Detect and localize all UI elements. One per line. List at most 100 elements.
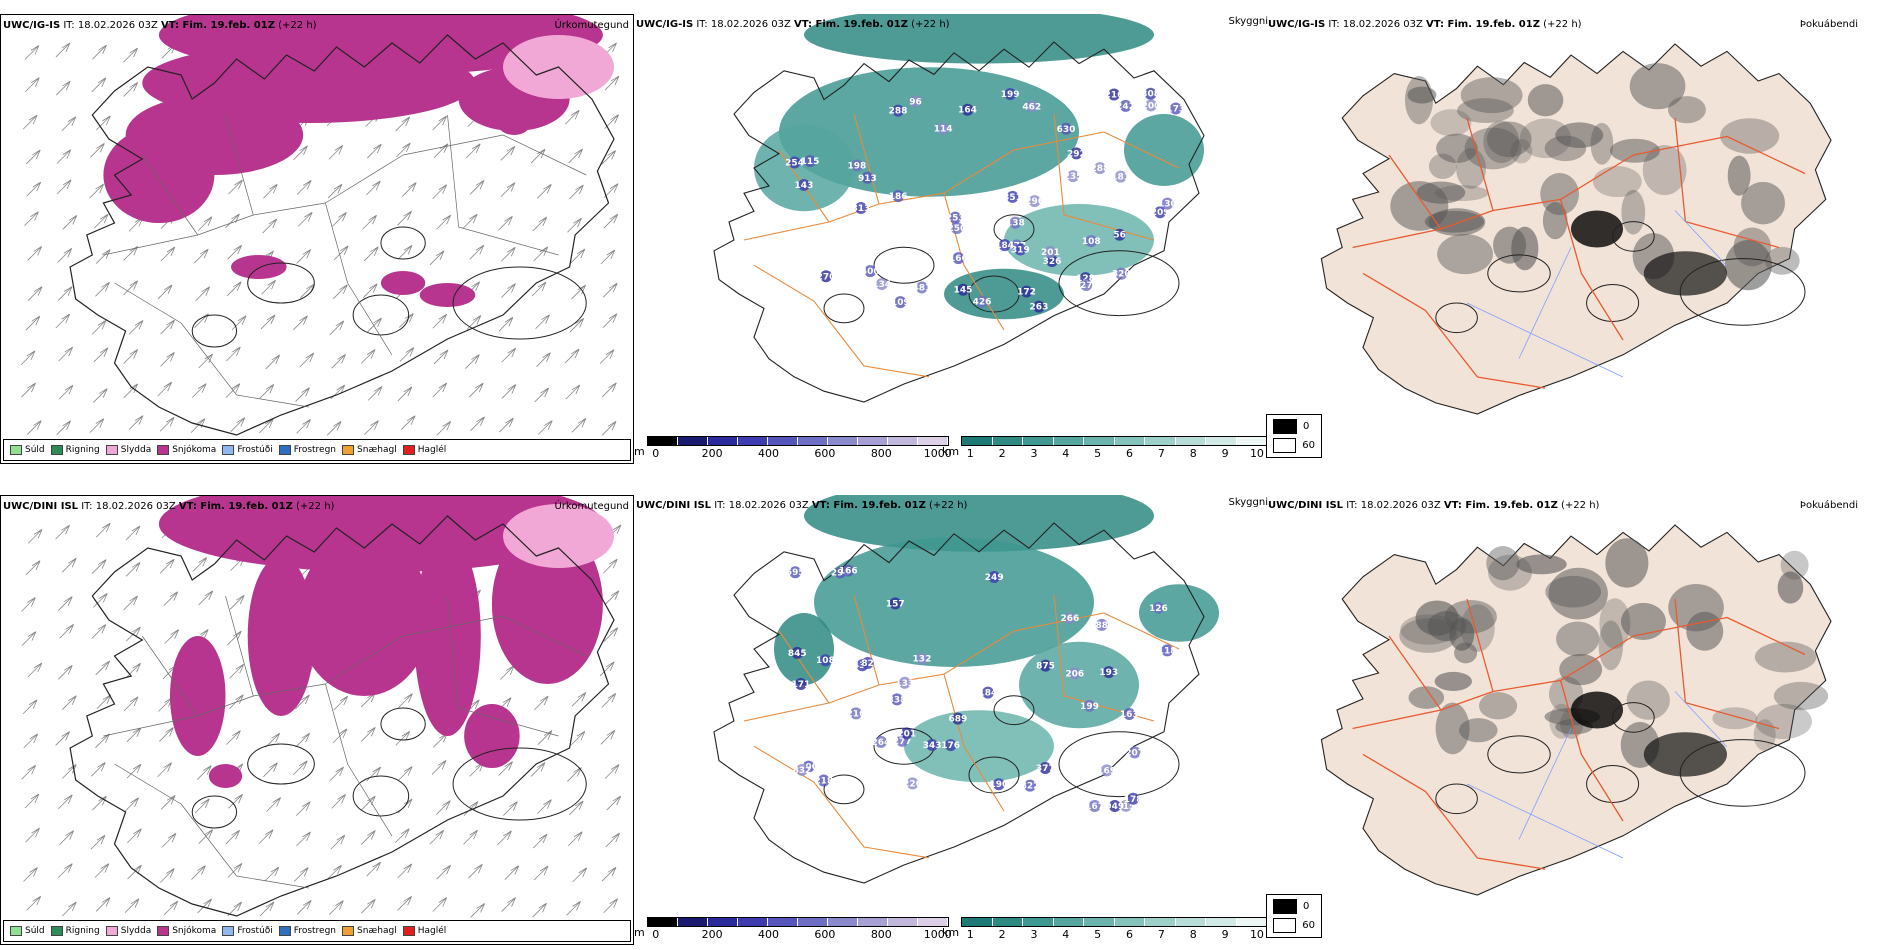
colorbar-segment <box>962 918 993 926</box>
wind-barb <box>532 902 547 918</box>
ceiling-patch <box>981 686 994 699</box>
ceiling-patch <box>861 171 874 184</box>
road-line <box>853 113 880 205</box>
wind-barb <box>193 248 209 264</box>
ceiling-label: 200 <box>1142 101 1161 111</box>
precip-map-bottom <box>21 496 622 918</box>
wind-barb <box>604 764 620 779</box>
colorbar-segment <box>1023 437 1054 445</box>
ceiling-patch <box>915 652 928 665</box>
wind-barb <box>125 561 141 577</box>
wind-barb <box>498 215 513 231</box>
wind-barb <box>468 382 484 398</box>
wind-barb <box>24 45 40 60</box>
colorbar-tick: 8 <box>1189 447 1197 460</box>
fog-index-shade <box>1444 599 1497 634</box>
legend-item: Rigning <box>50 445 100 455</box>
panel-title: Þokuábendi <box>1799 19 1858 30</box>
road-line <box>1466 117 1494 211</box>
fog-index-shade <box>1437 233 1494 275</box>
ceiling-label: 181 <box>1111 173 1130 183</box>
wind-barb <box>123 82 139 97</box>
ceiling-patch <box>1046 254 1059 267</box>
ceiling-patch <box>1039 761 1052 774</box>
colorbar-segment <box>827 437 858 445</box>
snow-area <box>419 283 476 307</box>
wind-barb <box>463 829 478 845</box>
wind-barb <box>296 831 311 847</box>
glacier-outline <box>993 695 1035 726</box>
wind-barb <box>160 868 175 883</box>
ceiling-patch <box>1009 216 1022 229</box>
wind-barb <box>25 149 41 165</box>
glacier-outline <box>1586 284 1640 322</box>
river-line <box>1466 302 1624 378</box>
wind-barb <box>55 42 71 58</box>
wind-barb <box>394 828 410 844</box>
fog-index-shade <box>1643 251 1727 296</box>
wind-barb <box>571 417 587 433</box>
wind-barb <box>537 730 553 745</box>
ceiling-label: 400 <box>861 267 880 277</box>
ceiling-patch <box>1152 601 1165 614</box>
glacier-outline <box>1435 302 1478 334</box>
snow-area <box>297 536 431 696</box>
panel-header: UWC/DINI ISL IT: 18.02.2026 03Z VT: Fim.… <box>3 501 335 512</box>
fog-index-shade <box>1605 538 1649 588</box>
fog-index-legend: 0 60 <box>1266 414 1322 458</box>
ceiling-label: 132 <box>913 655 932 665</box>
legend-item: Snjókoma <box>157 926 216 936</box>
wind-barb <box>262 218 278 234</box>
colorbar-tick: 400 <box>758 447 780 460</box>
colorbar-tick: 9 <box>1221 928 1229 941</box>
wind-barb <box>228 179 243 195</box>
wind-barb <box>569 317 585 333</box>
road-line <box>853 594 880 686</box>
wind-barb <box>55 80 71 96</box>
ceiling-label: 193 <box>1099 668 1118 678</box>
ceiling-label: 114 <box>934 125 953 135</box>
wind-barb <box>296 899 312 915</box>
road-line <box>1466 598 1494 692</box>
wind-barb <box>432 382 448 398</box>
ceiling-label: 308 <box>1141 90 1160 100</box>
wind-barb <box>128 415 144 430</box>
ceiling-label: 169 <box>1097 766 1116 776</box>
wind-barb <box>501 347 517 363</box>
ceiling-patch <box>864 265 877 278</box>
road-line <box>114 763 309 889</box>
wind-barb <box>94 863 110 878</box>
fog-legend-row: 60 <box>1273 438 1315 453</box>
colorbar-tick: 10 <box>1249 447 1264 460</box>
fog-index-shade <box>1556 621 1600 657</box>
ceiling-label: 264 <box>872 738 891 748</box>
wind-barb <box>600 729 616 745</box>
colorbar-segment <box>1084 918 1115 926</box>
ceiling-patch <box>854 202 867 215</box>
wind-barb <box>95 897 111 912</box>
cloud-map-top: 263 288 400 198 288 172 209 186 250 134 270 254 253 5… <box>713 14 1205 403</box>
fog-index-shade <box>1428 153 1457 179</box>
wind-barb <box>530 148 546 164</box>
wind-barb <box>361 830 376 845</box>
road-line <box>1559 680 1624 822</box>
wind-barb <box>567 217 582 233</box>
wind-barb <box>397 386 413 402</box>
wind-barb <box>62 901 77 917</box>
wind-barb <box>228 794 243 809</box>
wind-barb <box>469 179 485 195</box>
fog-legend-row: 0 <box>1273 419 1315 434</box>
wind-barb <box>57 247 73 263</box>
wind-barb <box>123 696 139 712</box>
wind-barb <box>27 246 43 261</box>
fog-index-shade <box>1519 118 1572 159</box>
ceiling-patch <box>1113 228 1126 241</box>
ceiling-label: 462 <box>1022 102 1041 112</box>
glacier-outline <box>1435 783 1478 815</box>
wind-barb <box>470 416 485 432</box>
ceiling-patch <box>819 654 832 667</box>
ceiling-label: 254 <box>785 158 804 168</box>
ceiling-patch <box>1169 102 1182 115</box>
glacier-outline <box>968 756 1020 794</box>
fog-index-shade <box>1459 718 1498 743</box>
